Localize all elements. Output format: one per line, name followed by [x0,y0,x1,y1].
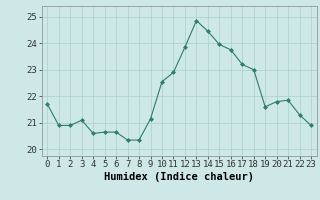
X-axis label: Humidex (Indice chaleur): Humidex (Indice chaleur) [104,172,254,182]
